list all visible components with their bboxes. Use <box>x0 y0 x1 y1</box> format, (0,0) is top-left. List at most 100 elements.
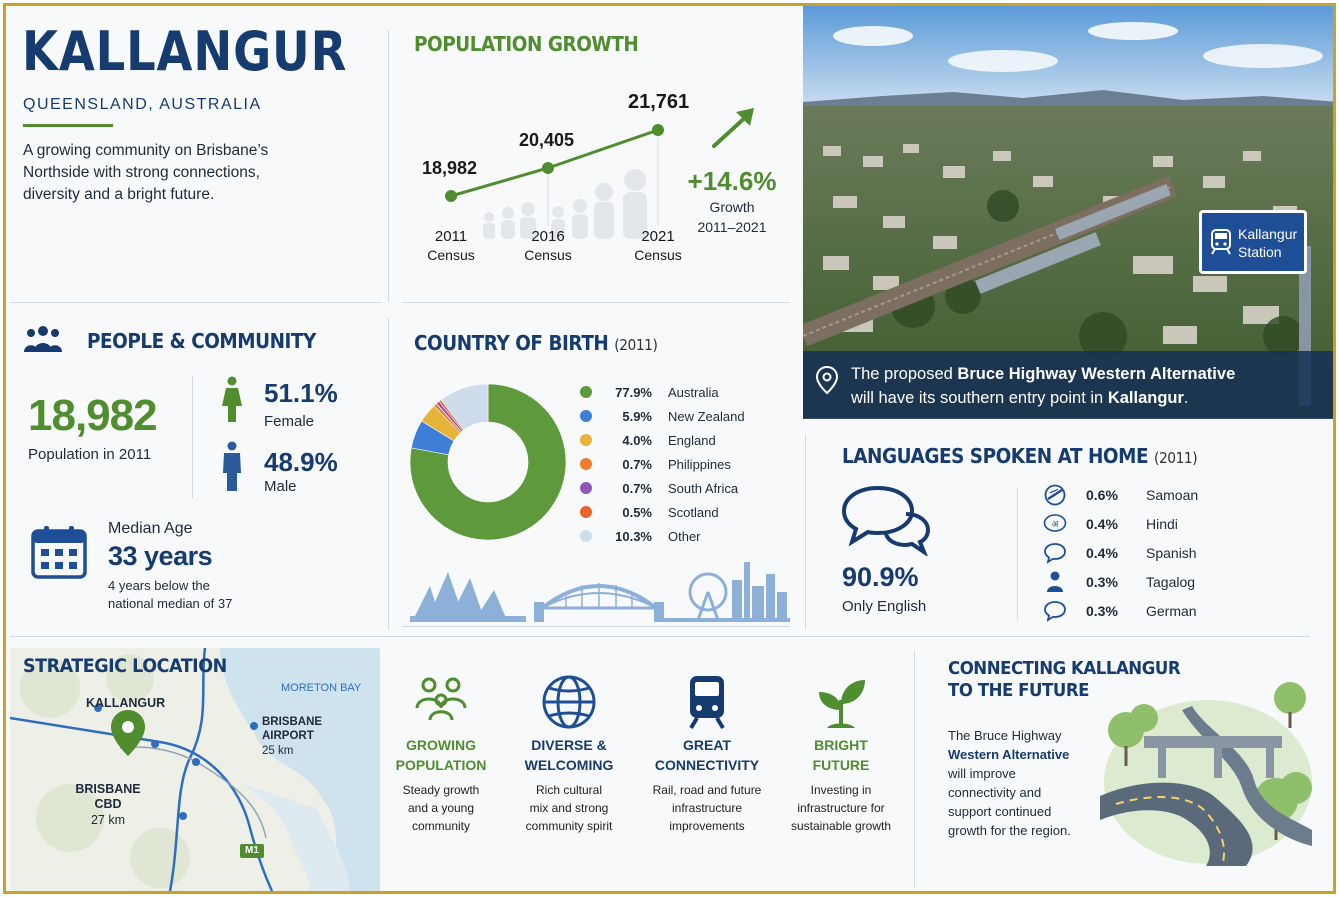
legend-percent: 0.5% <box>622 504 652 520</box>
station-sign-line2: Station <box>1238 244 1282 260</box>
legend-dot-icon <box>580 530 592 542</box>
language-item: 0.4% Spanish <box>1042 538 1197 567</box>
globe-icon <box>542 675 596 729</box>
legend-country: England <box>668 432 716 448</box>
growth-arrow-head-icon <box>736 108 754 126</box>
legend-country: Philippines <box>668 456 731 472</box>
speech-bubble-icon <box>1042 600 1068 622</box>
legend-country: Other <box>668 528 701 544</box>
legend-item: 0.7% South Africa <box>580 476 738 500</box>
median-age-note-2: national median of 37 <box>108 596 233 611</box>
point-2021 <box>652 124 664 136</box>
intro-text: A growing community on Brisbane’s Norths… <box>23 142 269 203</box>
title-underline <box>23 124 113 127</box>
legend-item: 10.3% Other <box>580 524 701 548</box>
female-icon <box>222 376 242 422</box>
legend-percent: 4.0% <box>622 432 652 448</box>
language-percent: 0.4% <box>1086 544 1118 561</box>
divider <box>402 302 790 303</box>
language-percent: 0.3% <box>1086 573 1118 590</box>
country-of-birth-donut <box>409 383 567 541</box>
sprout-icon <box>819 680 865 728</box>
photo-caption: The proposed Bruce Highway Western Alter… <box>803 351 1333 419</box>
languages-list: 0.6% Samoan अ 0.4% Hindi 0.4% Spanish 0.3% Tagal… <box>1042 480 1302 630</box>
donut-slice-australia <box>409 383 567 541</box>
caption-line1: The proposed Bruce Highway Western Alter… <box>851 365 1236 383</box>
calendar-icon <box>31 526 87 579</box>
sydney-skyline-icon <box>410 562 790 622</box>
map-label-cbd-dist: 27 km <box>90 813 126 827</box>
legend-dot-icon <box>580 506 592 518</box>
location-map <box>10 648 380 891</box>
census-2011: Census <box>427 247 474 263</box>
people-group-icon <box>24 326 62 352</box>
legend-item: 4.0% England <box>580 428 716 452</box>
population-figure: 18,982 <box>28 391 158 440</box>
population-growth-title: POPULATION GROWTH <box>414 32 639 56</box>
female-percent: 51.1% <box>264 378 338 408</box>
census-2016: Census <box>524 247 571 263</box>
map-label-m1: M1 <box>245 845 259 856</box>
country-of-birth-legend: 77.9% Australia 5.9% New Zealand 4.0% England… <box>580 380 790 550</box>
feature-growing-population: GROWING POPULATION Steady growth and a you… <box>366 676 516 835</box>
legend-dot-icon <box>580 434 592 446</box>
language-item: 0.3% German <box>1042 596 1197 625</box>
median-age-value: 33 years <box>108 541 213 571</box>
point-2011 <box>445 190 457 202</box>
donut-slice-other <box>440 383 489 431</box>
census-2021: Census <box>634 247 681 263</box>
median-age-note-1: 4 years below the <box>108 578 210 593</box>
year-2011: 2011 <box>435 228 467 245</box>
growth-arrow-icon <box>712 112 751 148</box>
legend-dot-icon <box>580 458 592 470</box>
male-percent: 48.9% <box>264 447 338 477</box>
language-item: 0.3% Tagalog <box>1042 567 1195 596</box>
divider <box>805 434 806 630</box>
map-label-airport-1: BRISBANE <box>262 716 323 728</box>
hindi-icon: अ <box>1042 513 1068 535</box>
future-title-2: TO THE FUTURE <box>948 680 1089 701</box>
legend-item: 77.9% Australia <box>580 380 719 404</box>
median-age-title: Median Age <box>108 520 193 537</box>
legend-dot-icon <box>580 386 592 398</box>
caption-line2: will have its southern entry point in Ka… <box>851 389 1189 407</box>
legend-country: Scotland <box>668 504 719 520</box>
map-label-airport-dist: 25 km <box>262 745 294 757</box>
divider <box>914 650 915 888</box>
male-icon <box>223 441 241 491</box>
speech-bubble-icon <box>1042 542 1068 564</box>
language-percent: 0.4% <box>1086 515 1118 532</box>
point-2016 <box>542 162 554 174</box>
divider <box>402 626 790 627</box>
year-2016: 2016 <box>531 228 564 245</box>
speech-bubbles-icon <box>841 485 931 556</box>
legend-item: 0.7% Philippines <box>580 452 731 476</box>
language-item: 0.6% Samoan <box>1042 480 1198 509</box>
legend-item: 0.5% Scotland <box>580 500 719 524</box>
legend-country: Australia <box>668 384 719 400</box>
growth-percent: +14.6% <box>687 166 777 196</box>
location-map-illustration <box>10 648 380 891</box>
languages-title: LANGUAGES SPOKEN AT HOME (2011) <box>842 444 1198 468</box>
language-name: Tagalog <box>1146 573 1196 590</box>
legend-percent: 77.9% <box>615 384 652 400</box>
language-percent: 0.3% <box>1086 602 1118 619</box>
value-2021: 21,761 <box>628 91 689 113</box>
svg-text:अ: अ <box>1052 520 1060 530</box>
map-label-airport-2: AIRPORT <box>262 730 314 742</box>
town-title: KALLANGUR <box>22 20 348 83</box>
map-label-moreton-bay: MORETON BAY <box>281 682 362 694</box>
value-2016: 20,405 <box>519 130 574 150</box>
only-english-percent: 90.9% <box>842 562 919 592</box>
growth-label: Growth <box>709 199 755 215</box>
samoan-icon <box>1042 484 1068 506</box>
value-2011: 18,982 <box>422 158 477 178</box>
legend-percent: 0.7% <box>622 456 652 472</box>
map-label-cbd-2: CBD <box>94 797 122 811</box>
feature-great-connectivity: GREAT CONNECTIVITY Rail, road and future i… <box>632 674 782 835</box>
language-name: Spanish <box>1146 544 1197 561</box>
station-sign: Kallangur Station <box>1199 210 1307 274</box>
language-name: German <box>1146 602 1197 619</box>
divider <box>388 318 389 630</box>
language-name: Hindi <box>1146 515 1178 532</box>
